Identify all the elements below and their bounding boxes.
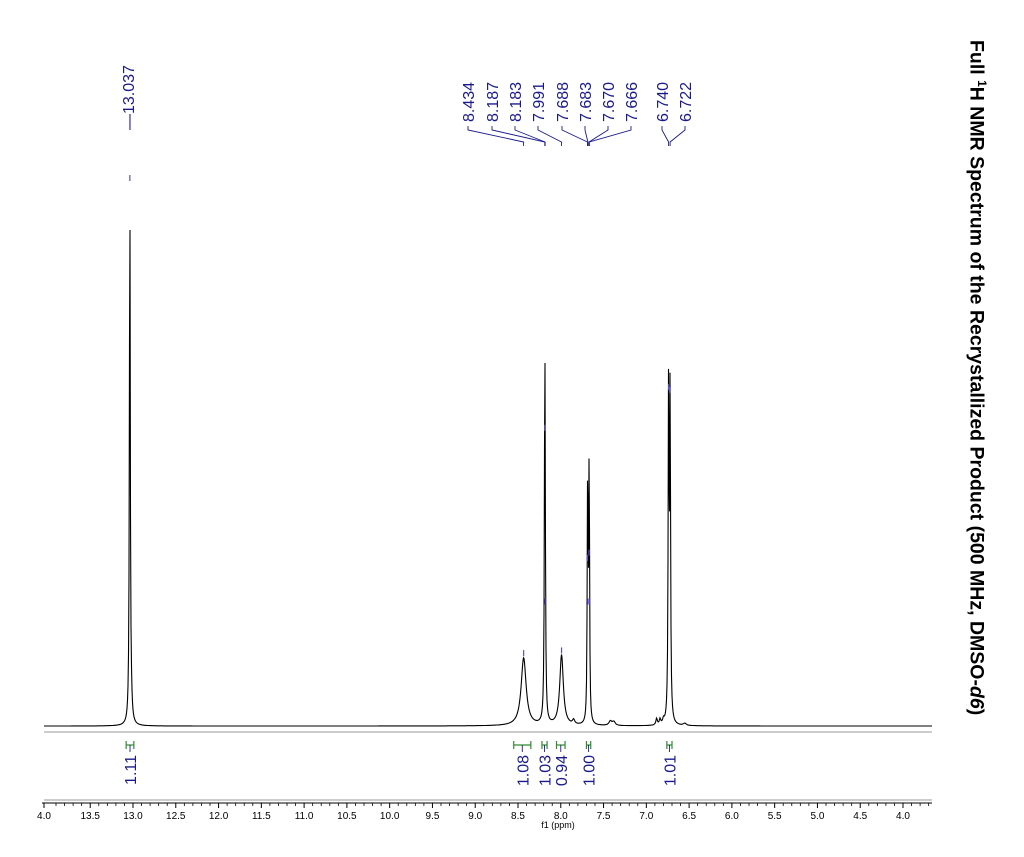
- peak-label-leader: [467, 126, 525, 146]
- peak-label: —13.037: [121, 65, 138, 130]
- title-superscript: 1: [975, 80, 989, 87]
- integral-label: 1.08: [515, 755, 532, 786]
- peak-label: 8.434: [461, 82, 478, 122]
- integral-label: 0.94: [554, 755, 571, 786]
- peak-label: 7.670: [601, 82, 618, 122]
- x-tick-label: 12.0: [209, 811, 229, 822]
- peak-label-leader: [491, 126, 546, 146]
- peak-label-leader: [584, 126, 589, 146]
- peak-label: 7.688: [555, 82, 572, 122]
- peak-label: 8.183: [508, 82, 525, 122]
- x-tick-label: 7.5: [597, 811, 611, 822]
- x-tick-label: 8.0: [554, 811, 568, 822]
- title-main: H NMR Spectrum of the Recrystallized Pro…: [965, 86, 988, 686]
- peak-label: 7.991: [531, 82, 548, 122]
- peak-label: 6.722: [678, 82, 695, 122]
- x-tick-label: 6.0: [725, 811, 739, 822]
- title-italic: d6: [965, 685, 988, 709]
- x-tick-label: 5.0: [810, 811, 824, 822]
- x-tick-label: 4.0: [896, 811, 910, 822]
- x-tick-label: 9.5: [425, 811, 439, 822]
- peak-label-leader: [588, 126, 609, 146]
- integral-label: 1.00: [582, 755, 599, 786]
- spectrum: [44, 175, 932, 727]
- peak-label: 6.740: [655, 82, 672, 122]
- integral-label: 1.03: [538, 755, 555, 786]
- peak-label: 7.666: [624, 82, 641, 122]
- x-tick-label: 8.5: [511, 811, 525, 822]
- peak-label: 7.683: [578, 82, 595, 122]
- x-tick-label: 5.5: [768, 811, 782, 822]
- peak-label-leader: [588, 126, 632, 146]
- peak-label-leader: [661, 126, 670, 146]
- title-prefix: Full: [965, 40, 988, 81]
- peak-label-leader: [669, 126, 686, 146]
- x-tick-label: 12.5: [166, 811, 186, 822]
- chart-title-wrapper: Full 1H NMR Spectrum of the Recrystalliz…: [953, 40, 993, 820]
- spectrum-line: [44, 229, 932, 727]
- integral-label: 1.01: [662, 755, 679, 786]
- integrals: 1.11 1.08 1.03 0.94 1.00 1.01: [123, 741, 679, 786]
- title-suffix: ): [965, 708, 988, 716]
- x-axis-label: f1 (ppm): [541, 820, 575, 830]
- x-tick-label: 10.0: [380, 811, 400, 822]
- x-tick-label: 11.5: [252, 811, 271, 822]
- integral-frame: [44, 731, 932, 801]
- x-tick-label: 13.0: [123, 811, 143, 822]
- x-tick-label: 4.0: [37, 811, 51, 822]
- x-tick-label: 10.5: [337, 811, 357, 822]
- x-axis: 4.0 13.5 13.0 12.5 12.0 11.5 11.0 10.5 10.0 9.5 9.…: [37, 802, 932, 830]
- x-tick-label: 11.0: [295, 811, 314, 822]
- x-tick-label: 4.5: [853, 811, 867, 822]
- x-tick-label: 6.5: [682, 811, 696, 822]
- peak-label-leader: [561, 126, 588, 146]
- peak-label-leader: [537, 126, 562, 146]
- peak-label: 8.187: [485, 82, 502, 122]
- peak-labels: —13.037 8.434 8.187 8.183 7.991 7.688 7.683 7.6…: [121, 65, 695, 146]
- x-tick-label: 9.0: [468, 811, 482, 822]
- x-tick-label: 7.0: [639, 811, 653, 822]
- x-tick-label: 13.5: [80, 811, 100, 822]
- integral-label: 1.11: [123, 755, 140, 785]
- chart-title: Full 1H NMR Spectrum of the Recrystalliz…: [965, 40, 990, 715]
- peak-label-leader: [514, 126, 546, 146]
